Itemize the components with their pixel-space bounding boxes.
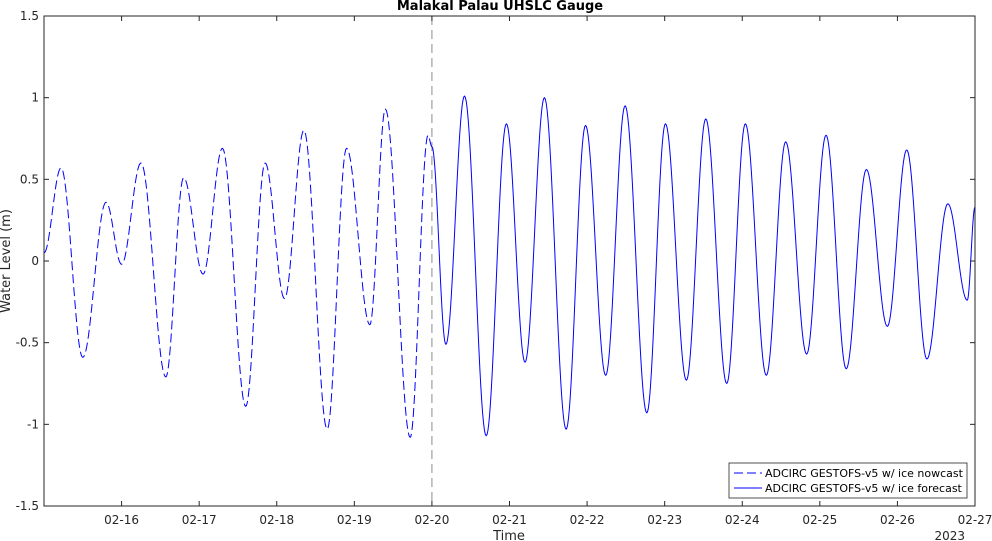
y-tick-label: 0 xyxy=(31,254,39,268)
y-tick-label: -0.5 xyxy=(16,336,39,350)
x-tick-label: 02-19 xyxy=(337,513,372,527)
ticks-layer: 02-16 02-17 02-18 02-19 02-20 02-21 02-22 02-23… xyxy=(16,9,992,527)
legend-label-forecast: ADCIRC GESTOFS-v5 w/ ice forecast xyxy=(765,482,963,495)
x-tick-label: 02-17 xyxy=(182,513,217,527)
legend-box xyxy=(728,462,968,499)
y-tick-label: -1.5 xyxy=(16,499,39,513)
legend-label-nowcast: ADCIRC GESTOFS-v5 w/ ice nowcast xyxy=(765,467,964,480)
series-layer xyxy=(43,16,976,506)
x-tick-label: 02-25 xyxy=(802,513,837,527)
x-tick-label: 02-23 xyxy=(647,513,682,527)
x-tick-label: 02-18 xyxy=(259,513,294,527)
legend: ADCIRC GESTOFS-v5 w/ ice nowcast ADCIRC … xyxy=(728,462,968,499)
series-line-forecast xyxy=(431,95,976,437)
x-axis-year-label: 2023 xyxy=(934,529,965,541)
y-tick-label: -1 xyxy=(27,417,39,431)
x-tick-label: 02-26 xyxy=(880,513,915,527)
series-line-nowcast xyxy=(43,108,433,438)
x-tick-label: 02-20 xyxy=(414,513,449,527)
x-tick-label: 02-22 xyxy=(570,513,605,527)
x-tick-label: 02-27 xyxy=(958,513,992,527)
y-tick-label: 0.5 xyxy=(20,172,39,186)
x-tick-label: 02-16 xyxy=(104,513,139,527)
y-axis-label: Water Level (m) xyxy=(0,209,14,313)
x-axis-label: Time xyxy=(492,529,525,541)
chart-title: Malakal Palau UHSLC Gauge xyxy=(397,0,603,14)
y-tick-label: 1 xyxy=(31,91,39,105)
y-tick-label: 1.5 xyxy=(20,9,39,23)
x-tick-label: 02-24 xyxy=(725,513,760,527)
x-tick-label: 02-21 xyxy=(492,513,527,527)
